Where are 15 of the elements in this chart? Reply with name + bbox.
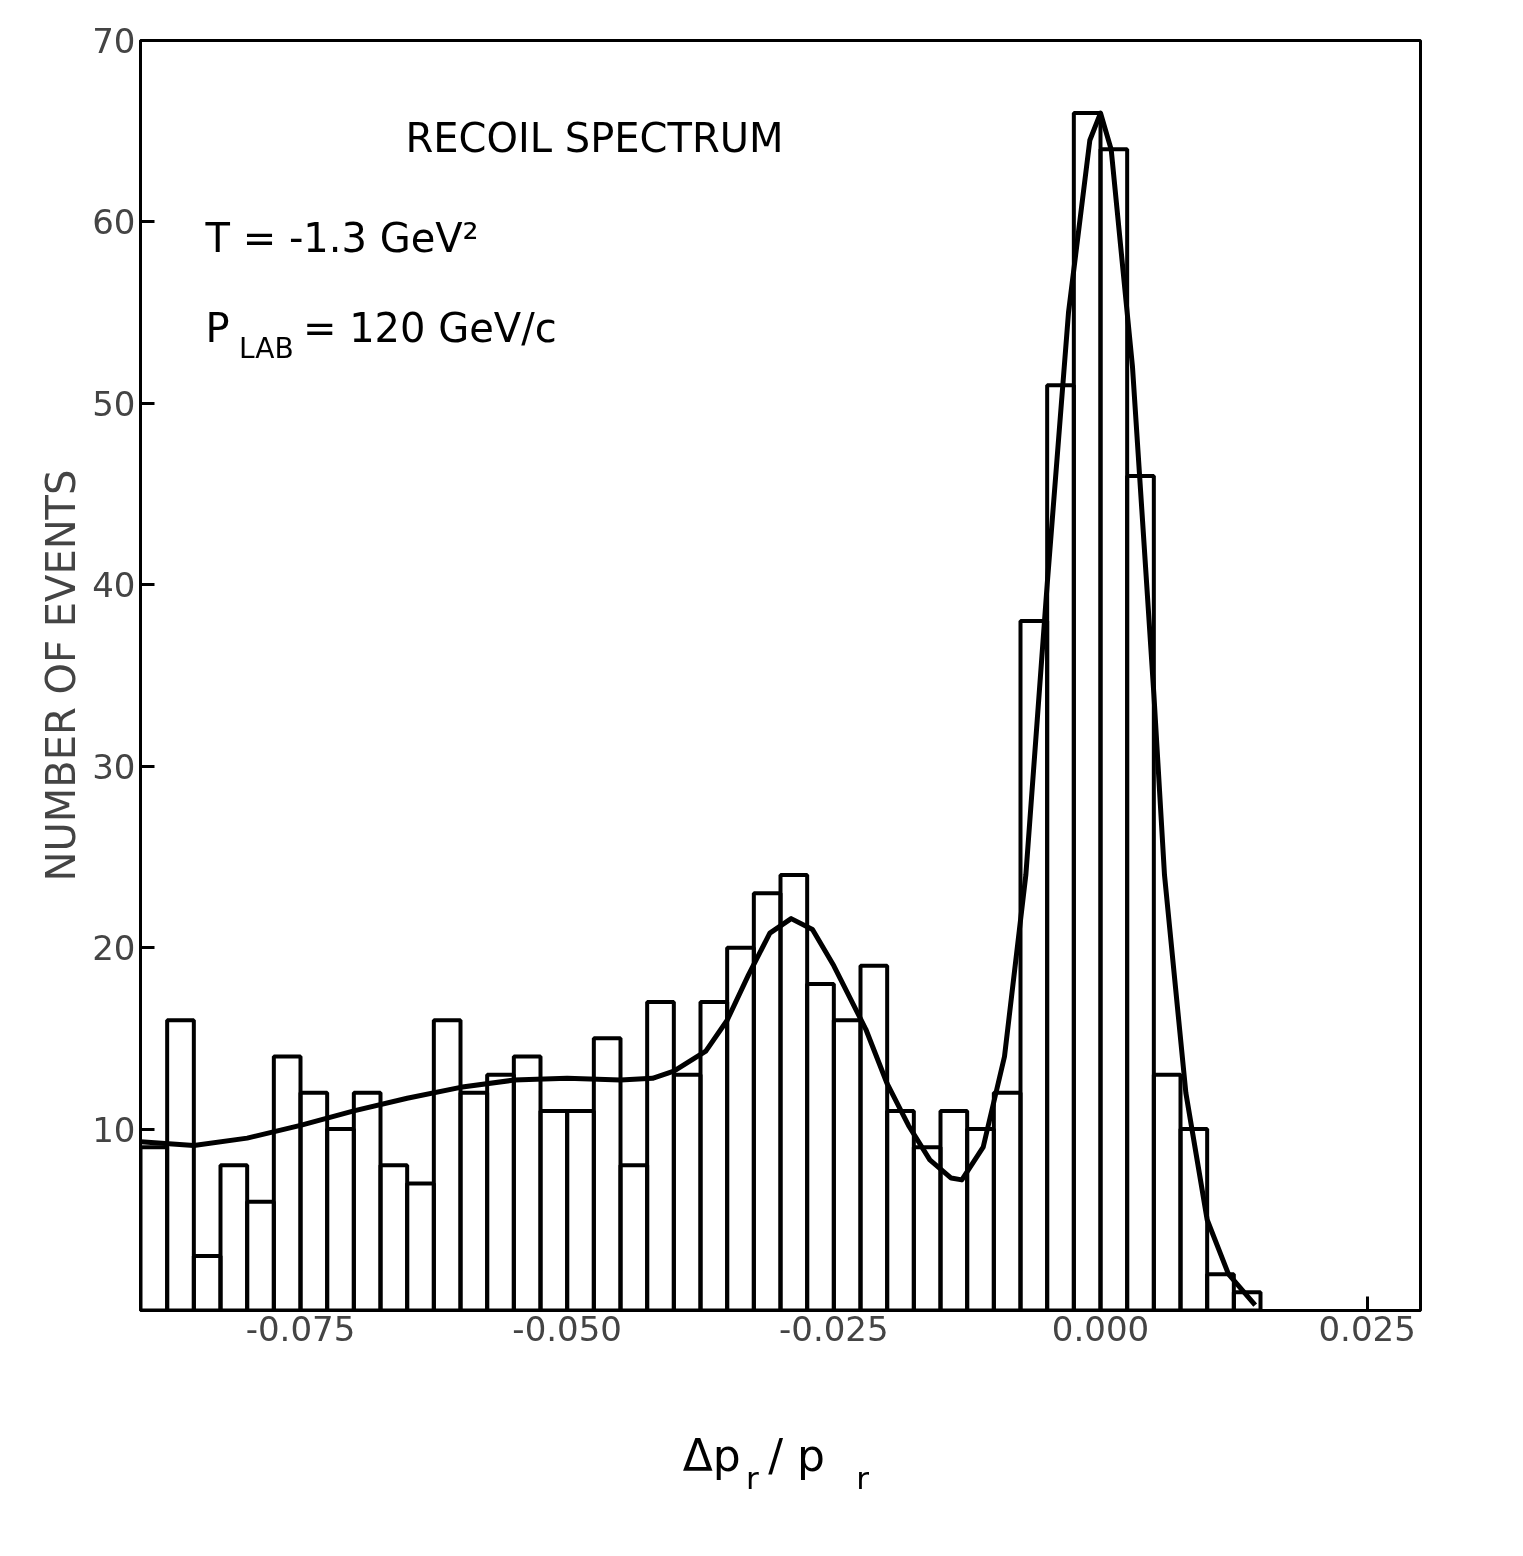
- y-axis-title: NUMBER OF EVENTS: [38, 469, 85, 882]
- y-tick-label: 20: [92, 928, 136, 969]
- y-tick-label: 50: [92, 383, 136, 424]
- y-tick-label: 70: [92, 21, 136, 61]
- annotation: RECOIL SPECTRUM: [405, 114, 784, 161]
- y-tick-label: 60: [92, 202, 136, 243]
- x-tick-label: 0.025: [1318, 1308, 1416, 1349]
- x-tick-label: 0.000: [1051, 1308, 1150, 1349]
- y-tick-label: 30: [92, 746, 136, 787]
- annotation: T = -1.3 GeV²: [204, 214, 479, 261]
- y-tick-label: 10: [92, 1109, 136, 1150]
- x-tick-label: -0.075: [245, 1308, 356, 1349]
- x-tick-label: -0.025: [779, 1308, 889, 1349]
- y-tick-label: 40: [92, 565, 136, 606]
- x-tick-label: -0.050: [512, 1308, 622, 1349]
